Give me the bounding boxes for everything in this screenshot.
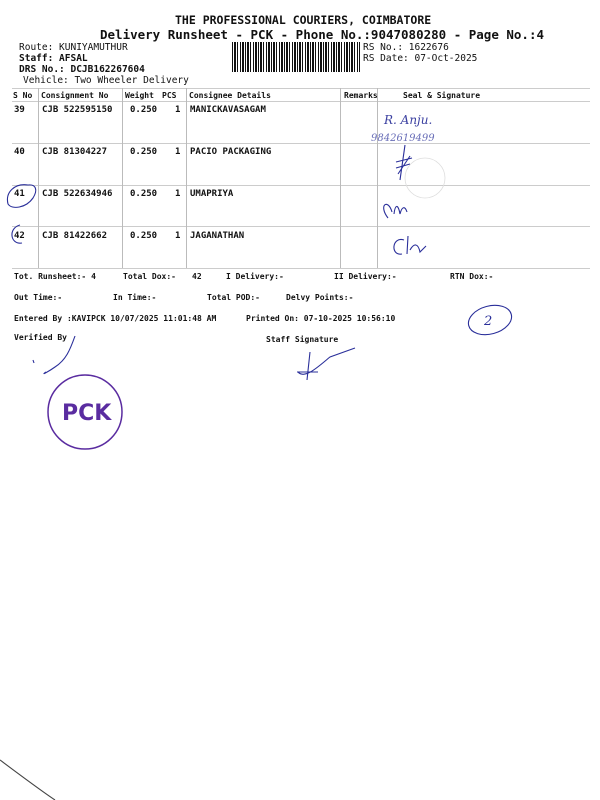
consignment-no: CJB 522634946 bbox=[42, 189, 113, 199]
consignee: JAGANATHAN bbox=[190, 231, 245, 241]
faint-stamp bbox=[404, 157, 446, 199]
signature-row40 bbox=[395, 144, 413, 181]
scan-edge bbox=[0, 759, 56, 800]
verified-by: Verified By bbox=[14, 333, 67, 342]
i-delivery: I Delivery:- bbox=[226, 272, 284, 281]
barcode bbox=[232, 42, 360, 72]
tot-runsheet: Tot. Runsheet:- 4 bbox=[14, 272, 96, 281]
rs-number: RS No.: 1622676 bbox=[363, 42, 449, 53]
pcs: 1 bbox=[175, 105, 181, 115]
in-time: In Time:- bbox=[113, 293, 157, 302]
delvy-points: Delvy Points:- bbox=[286, 293, 354, 302]
company-name: THE PROFESSIONAL COURIERS, COIMBATORE bbox=[175, 13, 432, 27]
handwritten-name: R. Anju. bbox=[383, 113, 432, 127]
printed-on: Printed On: 07-10-2025 10:56:10 bbox=[246, 314, 396, 323]
consignment-no: CJB 81304227 bbox=[42, 147, 108, 157]
col-sno: S No bbox=[13, 91, 33, 100]
weight: 0.250 bbox=[130, 189, 158, 199]
weight: 0.250 bbox=[130, 147, 158, 157]
circled-number-digit: 2 bbox=[483, 314, 492, 329]
total-dox-label: Total Dox:- bbox=[123, 272, 176, 281]
circled-number bbox=[467, 304, 513, 336]
col-remarks: Remarks bbox=[344, 91, 378, 100]
pcs: 1 bbox=[175, 189, 181, 199]
col-seal: Seal & Signature bbox=[403, 91, 481, 100]
consignment-no: CJB 522595150 bbox=[42, 105, 113, 115]
weight: 0.250 bbox=[130, 105, 158, 115]
total-pod: Total POD:- bbox=[207, 293, 260, 302]
col-consignee: Consignee Details bbox=[189, 91, 271, 100]
out-time: Out Time:- bbox=[14, 293, 63, 302]
rs-date: RS Date: 07-Oct-2025 bbox=[363, 53, 478, 64]
col-weight: Weight bbox=[125, 91, 154, 100]
rtn-dox: RTN Dox:- bbox=[450, 272, 494, 281]
route: Route: KUNIYAMUTHUR bbox=[19, 42, 128, 53]
vehicle: Vehicle: Two Wheeler Delivery bbox=[23, 75, 189, 86]
signature-row42 bbox=[393, 235, 427, 255]
pcs: 1 bbox=[175, 147, 181, 157]
runsheet-subtitle: Delivery Runsheet - PCK - Phone No.:9047… bbox=[100, 27, 545, 42]
staff-signature-label: Staff Signature bbox=[266, 335, 339, 344]
consignment-no: CJB 81422662 bbox=[42, 231, 108, 241]
consignee: UMAPRIYA bbox=[190, 189, 234, 199]
circle-row42 bbox=[11, 224, 23, 244]
col-consignment: Consignment No bbox=[41, 91, 109, 100]
col-pcs: PCS bbox=[162, 91, 177, 100]
sno: 41 bbox=[14, 189, 25, 199]
pcs: 1 bbox=[175, 231, 181, 241]
consignee: MANICKAVASAGAM bbox=[190, 105, 266, 115]
consignee: PACIO PACKAGING bbox=[190, 147, 272, 157]
sno: 40 bbox=[14, 147, 25, 157]
sno: 39 bbox=[14, 105, 25, 115]
verified-signature bbox=[32, 335, 76, 375]
sno: 42 bbox=[14, 231, 25, 241]
pck-stamp-circle bbox=[47, 374, 123, 450]
staff: Staff: AFSAL bbox=[19, 53, 88, 64]
pck-stamp-text: PCK bbox=[62, 401, 112, 426]
circle-row41 bbox=[6, 184, 37, 208]
handwritten-phone: 9842619499 bbox=[371, 133, 435, 144]
staff-signature bbox=[297, 347, 356, 381]
entered-by: Entered By :KAVIPCK 10/07/2025 11:01:48 … bbox=[14, 314, 217, 323]
ii-delivery: II Delivery:- bbox=[334, 272, 397, 281]
drs-number: DRS No.: DCJB162267604 bbox=[19, 64, 145, 75]
total-dox-value: 42 bbox=[192, 272, 202, 281]
weight: 0.250 bbox=[130, 231, 158, 241]
signature-row41 bbox=[383, 203, 408, 219]
